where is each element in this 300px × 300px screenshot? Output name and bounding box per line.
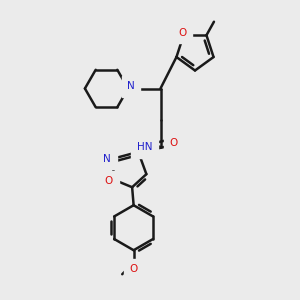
Text: O: O [178, 28, 186, 38]
Text: O: O [170, 138, 178, 148]
Text: O: O [105, 176, 113, 186]
Text: O: O [130, 264, 138, 274]
Text: N: N [127, 81, 135, 91]
Text: N: N [103, 154, 111, 164]
Text: HN: HN [136, 142, 152, 152]
